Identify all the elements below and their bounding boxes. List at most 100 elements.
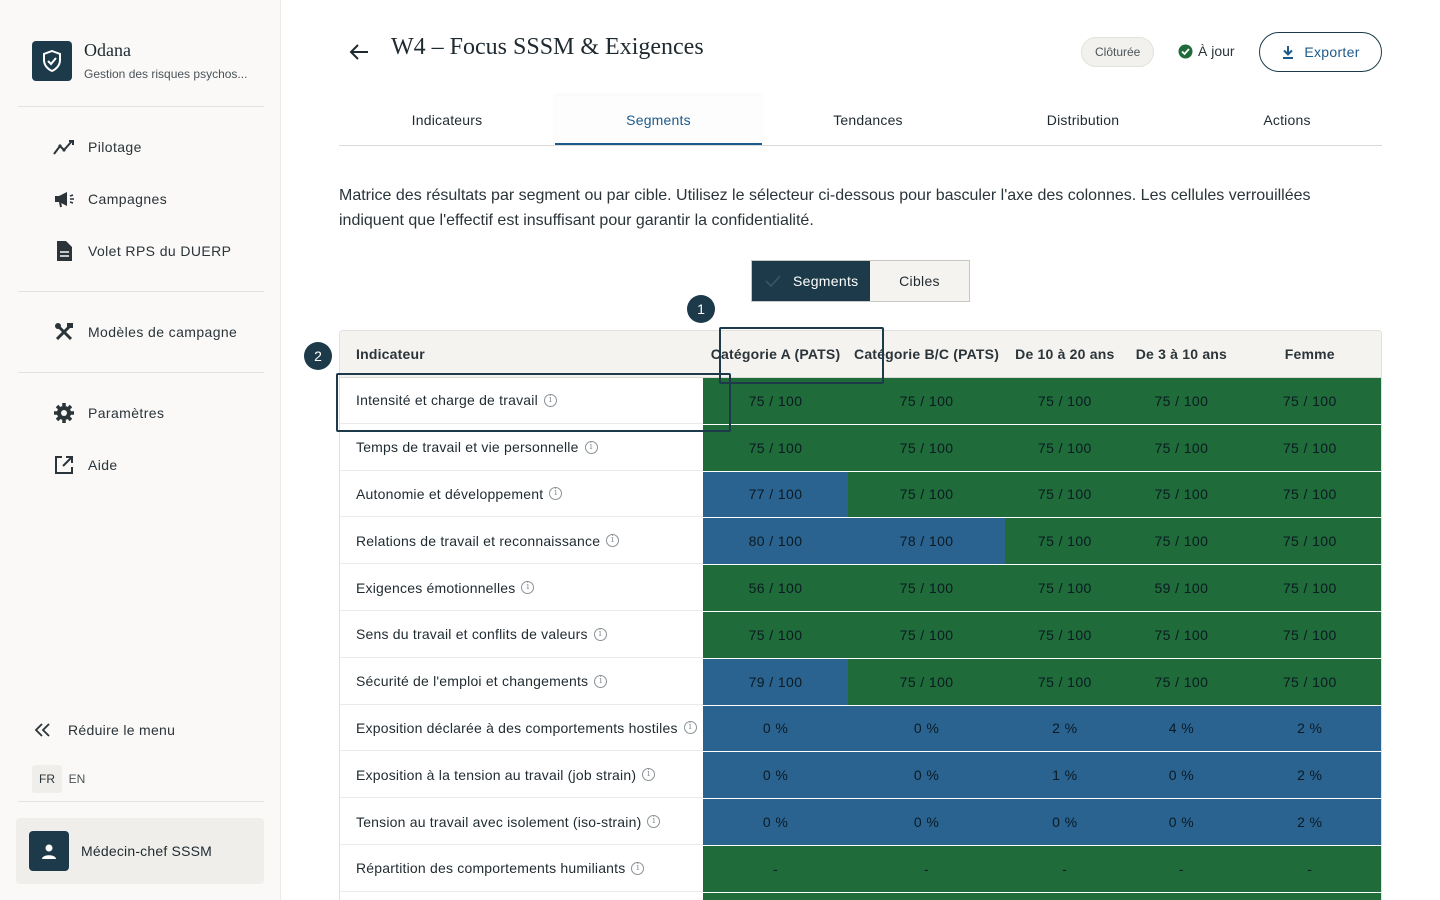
collapse-menu-button[interactable]: Réduire le menu (34, 722, 175, 738)
tab-segments[interactable]: Segments (555, 96, 762, 145)
matrix-cell[interactable]: 0 % (847, 705, 1006, 752)
matrix-cell[interactable]: 75 / 100 (1238, 658, 1381, 705)
sidebar-item-aide[interactable]: Aide (52, 453, 118, 477)
tab-actions[interactable]: Actions (1263, 112, 1311, 128)
matrix-cell[interactable]: 0 % (703, 799, 848, 845)
matrix-cell[interactable]: - (847, 845, 1006, 892)
matrix-cell[interactable] (847, 892, 1006, 900)
header-column[interactable]: Femme (1284, 346, 1335, 362)
matrix-cell[interactable]: 75 / 100 (1238, 378, 1381, 424)
tab-indicateurs[interactable]: Indicateurs (411, 112, 483, 128)
row-indicator[interactable]: Exigences émotionnelles i (340, 565, 704, 611)
matrix-cell[interactable]: - (1005, 845, 1125, 892)
matrix-cell[interactable]: 75 / 100 (1005, 378, 1125, 424)
header-column[interactable]: De 3 à 10 ans (1135, 346, 1228, 362)
matrix-cell[interactable]: 75 / 100 (1005, 565, 1125, 611)
matrix-cell[interactable]: 0 % (847, 752, 1006, 799)
user-card[interactable]: Médecin-chef SSSM (16, 818, 264, 884)
matrix-cell[interactable]: 75 / 100 (1124, 658, 1239, 705)
lang-fr[interactable]: FR (32, 765, 62, 793)
matrix-cell[interactable] (1005, 892, 1125, 900)
matrix-cell[interactable]: 0 % (703, 705, 848, 752)
matrix-cell[interactable]: 1 % (1005, 752, 1125, 799)
info-icon[interactable]: i (521, 581, 535, 595)
tab-tendances[interactable]: Tendances (833, 112, 903, 128)
info-icon[interactable]: i (683, 721, 697, 735)
matrix-cell[interactable]: 2 % (1005, 705, 1125, 752)
matrix-cell[interactable]: - (1124, 845, 1239, 892)
matrix-cell[interactable]: 75 / 100 (1238, 471, 1381, 518)
info-icon[interactable]: i (631, 861, 645, 875)
row-indicator[interactable]: Relations de travail et reconnaissance i (340, 518, 704, 565)
header-column[interactable]: Catégorie B/C (PATS) (854, 346, 1000, 362)
sidebar-item-duerp[interactable]: Volet RPS du DUERP (52, 239, 231, 263)
matrix-cell[interactable]: 0 % (1124, 752, 1239, 799)
matrix-cell[interactable]: 59 / 100 (1124, 565, 1239, 611)
matrix-cell[interactable]: 78 / 100 (847, 518, 1006, 565)
brand[interactable]: Odana Gestion des risques psychos... (32, 41, 247, 81)
matrix-cell[interactable]: 75 / 100 (847, 471, 1006, 518)
matrix-cell[interactable]: 75 / 100 (1238, 611, 1381, 658)
matrix-cell[interactable]: 75 / 100 (847, 611, 1006, 658)
matrix-cell[interactable]: 0 % (847, 799, 1006, 845)
matrix-cell[interactable]: 75 / 100 (1005, 658, 1125, 705)
matrix-cell[interactable]: 75 / 100 (847, 565, 1006, 611)
matrix-cell[interactable]: - (703, 845, 848, 892)
info-icon[interactable]: i (647, 815, 661, 829)
matrix-cell[interactable]: 75 / 100 (703, 611, 848, 658)
matrix-cell[interactable]: 4 % (1124, 705, 1239, 752)
row-indicator[interactable]: Sens du travail et conflits de valeurs i (340, 611, 704, 658)
matrix-cell[interactable]: 75 / 100 (1124, 518, 1239, 565)
header-column[interactable]: De 10 à 20 ans (1015, 346, 1115, 362)
lang-en[interactable]: EN (68, 772, 86, 786)
matrix-cell[interactable]: 75 / 100 (847, 658, 1006, 705)
toggle-segments[interactable]: Segments (752, 261, 870, 301)
matrix-cell[interactable]: 75 / 100 (1005, 471, 1125, 518)
matrix-cell[interactable]: 75 / 100 (1124, 424, 1239, 471)
row-indicator[interactable]: Exposition déclarée à des comportements … (340, 705, 704, 752)
matrix-cell[interactable]: 0 % (1124, 799, 1239, 845)
info-icon[interactable]: i (593, 627, 607, 641)
matrix-cell[interactable]: 2 % (1238, 705, 1381, 752)
matrix-cell[interactable] (1124, 892, 1239, 900)
toggle-cibles[interactable]: Cibles (870, 261, 969, 301)
matrix-cell[interactable]: 0 % (703, 752, 848, 799)
matrix-cell[interactable]: 79 / 100 (703, 658, 848, 705)
info-icon[interactable]: i (594, 674, 608, 688)
info-icon[interactable]: i (549, 487, 563, 501)
matrix-cell[interactable]: 2 % (1238, 752, 1381, 799)
matrix-cell[interactable] (703, 892, 848, 900)
info-icon[interactable]: i (642, 768, 656, 782)
row-indicator[interactable]: Intensité et charge de travail i (340, 378, 704, 424)
tab-distribution[interactable]: Distribution (1046, 112, 1120, 128)
matrix-cell[interactable]: 75 / 100 (1238, 518, 1381, 565)
matrix-cell[interactable]: 75 / 100 (1238, 565, 1381, 611)
back-arrow-icon[interactable] (348, 40, 372, 64)
matrix-cell[interactable]: 75 / 100 (1238, 424, 1381, 471)
matrix-cell[interactable]: 75 / 100 (703, 378, 848, 424)
matrix-cell[interactable]: 75 / 100 (847, 378, 1006, 424)
matrix-cell[interactable]: 77 / 100 (703, 471, 848, 518)
row-indicator[interactable] (340, 892, 704, 900)
matrix-cell[interactable] (1238, 892, 1381, 900)
info-icon[interactable]: i (584, 440, 598, 454)
row-indicator[interactable]: Tension au travail avec isolement (iso-s… (340, 799, 704, 845)
matrix-cell[interactable]: 75 / 100 (1005, 611, 1125, 658)
row-indicator[interactable]: Répartition des comportements humiliants… (340, 845, 704, 892)
sidebar-item-parametres[interactable]: Paramètres (52, 401, 164, 425)
sidebar-item-pilotage[interactable]: Pilotage (52, 135, 142, 159)
sidebar-item-campagnes[interactable]: Campagnes (52, 187, 167, 211)
export-button[interactable]: Exporter (1259, 32, 1382, 72)
matrix-cell[interactable]: 75 / 100 (847, 424, 1006, 471)
row-indicator[interactable]: Sécurité de l'emploi et changements i (340, 658, 704, 705)
matrix-cell[interactable]: 56 / 100 (703, 565, 848, 611)
matrix-cell[interactable]: 80 / 100 (703, 518, 848, 565)
row-indicator[interactable]: Autonomie et développement i (340, 471, 704, 518)
matrix-cell[interactable]: 75 / 100 (1005, 518, 1125, 565)
matrix-cell[interactable]: 75 / 100 (1124, 378, 1239, 424)
row-indicator[interactable]: Exposition à la tension au travail (job … (340, 752, 704, 799)
matrix-cell[interactable]: 75 / 100 (1005, 424, 1125, 471)
info-icon[interactable]: i (543, 393, 557, 407)
sidebar-item-modeles[interactable]: Modèles de campagne (52, 320, 237, 344)
matrix-cell[interactable]: 75 / 100 (1124, 471, 1239, 518)
